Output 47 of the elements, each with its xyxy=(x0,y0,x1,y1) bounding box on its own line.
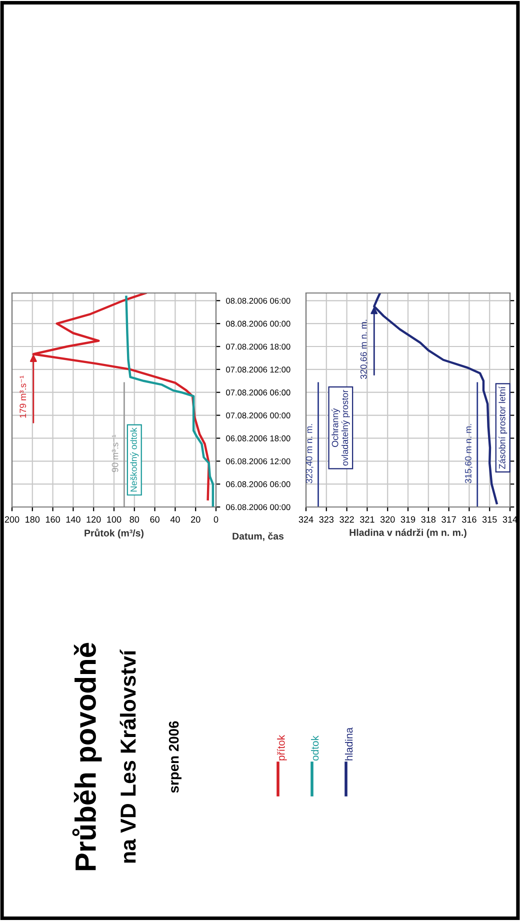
x-tick-label: 200 xyxy=(4,516,20,523)
x-tick-label: 80 xyxy=(130,516,140,523)
annotation: Ochranný ovladatelný prostor xyxy=(331,390,350,466)
annotation: 320,66 m n. m. xyxy=(360,320,368,379)
x-axis-title: Hladina v nádrži (m n. m.) xyxy=(350,528,466,538)
text: na VD Les Království srpen 2006 xyxy=(120,649,182,863)
text: odtok xyxy=(311,736,319,761)
x-tick-label: 318 xyxy=(421,516,436,523)
annotation: Neškodný odtok xyxy=(130,428,139,492)
text: hladina xyxy=(345,727,353,760)
y-tick-label: 07.08.2006 00:00 xyxy=(226,412,290,418)
y-tick-label: 06.08.2006 06:00 xyxy=(226,481,290,488)
x-tick-label: 323 xyxy=(319,516,334,523)
x-tick-label: 315 xyxy=(482,516,497,523)
x-tick-label: 60 xyxy=(150,516,160,523)
x-tick-label: 324 xyxy=(298,516,314,523)
y-tick-label: 08.08.2006 06:00 xyxy=(226,298,290,304)
ref-line-label: 323,40 m n. m. xyxy=(306,424,314,484)
y-tick-label: 07.08.2006 06:00 xyxy=(226,390,290,396)
x-tick-label: 100 xyxy=(107,516,122,523)
ref-line-label: 90 m³.s⁻¹ xyxy=(112,434,118,472)
x-tick-label: 180 xyxy=(26,516,40,523)
x-tick-label: 0 xyxy=(214,516,218,523)
x-tick-label: 140 xyxy=(66,516,80,523)
y-tick-label: 07.08.2006 18:00 xyxy=(226,344,290,350)
x-tick-label: 320 xyxy=(380,516,395,523)
y-tick-label: 06.08.2006 00:00 xyxy=(226,504,290,510)
x-tick-label: 322 xyxy=(340,516,354,523)
x-tick-label: 120 xyxy=(86,516,101,523)
y-tick-label: 06.08.2006 12:00 xyxy=(226,458,290,464)
ref-line-label: 315,60 m n. m. xyxy=(465,424,472,484)
x-tick-label: 321 xyxy=(360,516,374,523)
x-tick-label: 40 xyxy=(170,516,180,523)
x-axis-title: Průtok (m³/s) xyxy=(84,528,144,538)
annotation: Zásobní prostor letní xyxy=(498,386,508,469)
y-axis-title: Datum, čas xyxy=(232,532,284,542)
text: Průběh povodně xyxy=(72,642,102,870)
annotation: 179 m³.s⁻¹ xyxy=(20,376,26,418)
x-tick-label: 20 xyxy=(191,516,200,523)
x-tick-label: 319 xyxy=(400,516,416,523)
y-tick-label: 07.08.2006 12:00 xyxy=(226,366,290,373)
x-tick-label: 160 xyxy=(46,516,60,523)
text: přítok xyxy=(277,734,287,760)
y-tick-label: 08.08.2006 00:00 xyxy=(226,320,290,327)
x-tick-label: 316 xyxy=(462,516,476,523)
x-tick-label: 317 xyxy=(442,516,456,523)
y-tick-label: 06.08.2006 18:00 xyxy=(226,435,290,442)
